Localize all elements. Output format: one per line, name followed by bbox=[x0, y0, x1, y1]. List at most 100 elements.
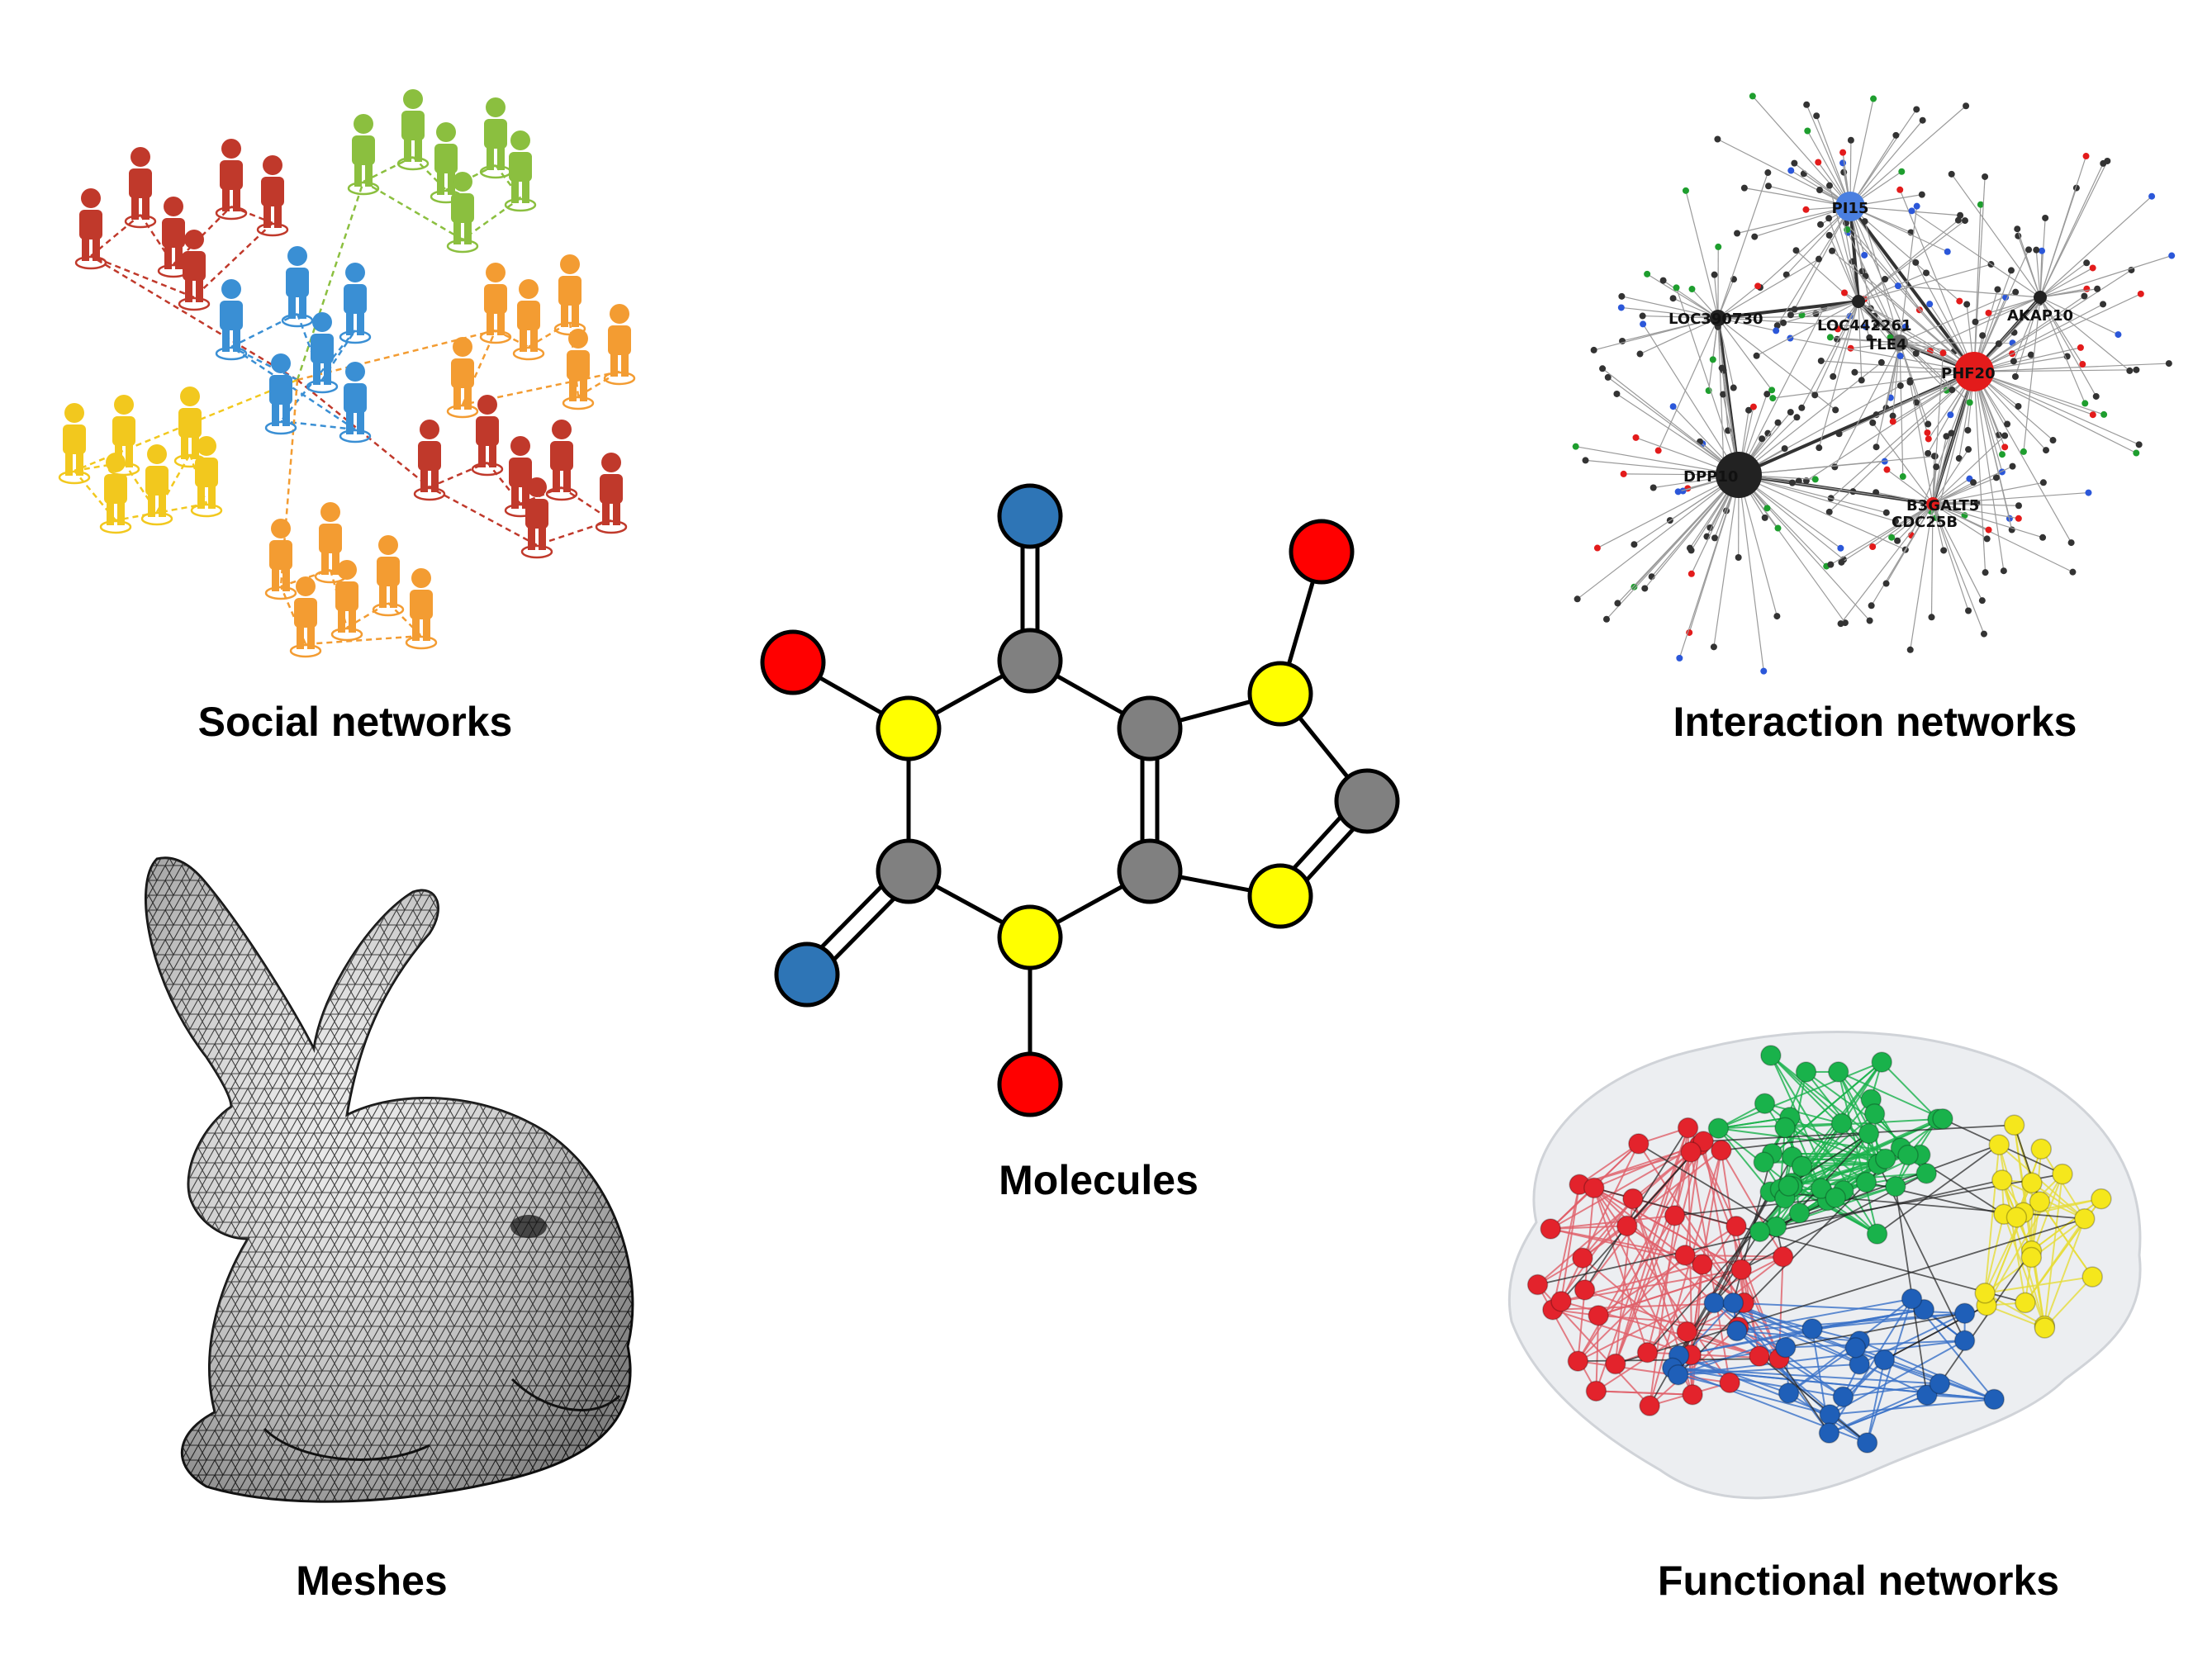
functional-edge bbox=[1678, 1308, 1925, 1357]
functional-edge bbox=[1828, 1298, 1913, 1434]
interaction-edge bbox=[1717, 172, 1768, 319]
brain-outline bbox=[1507, 1031, 2142, 1500]
social-link bbox=[230, 312, 298, 349]
interaction-edge bbox=[1806, 104, 1851, 207]
functional-node bbox=[1774, 1336, 1797, 1359]
interaction-node bbox=[1714, 135, 1721, 143]
interaction-node bbox=[1676, 654, 1683, 662]
interaction-edge bbox=[1644, 474, 1740, 589]
functional-node bbox=[2081, 1266, 2103, 1288]
interaction-node bbox=[1614, 600, 1621, 607]
interaction-node bbox=[1939, 349, 1947, 357]
interaction-node bbox=[2000, 567, 2007, 575]
interaction-node bbox=[1868, 602, 1875, 609]
interaction-edge bbox=[1899, 342, 1929, 434]
atom-nitrogen-top-right bbox=[1247, 661, 1313, 727]
interaction-edge bbox=[1782, 301, 1859, 324]
interaction-node bbox=[1811, 391, 1819, 399]
functional-node bbox=[1749, 1345, 1770, 1367]
interaction-node bbox=[1866, 334, 1873, 341]
interaction-node bbox=[1894, 537, 1901, 544]
interaction-node bbox=[1740, 184, 1748, 192]
interaction-node bbox=[1896, 353, 1904, 360]
functional-node bbox=[1855, 1171, 1877, 1193]
interaction-node bbox=[1711, 534, 1719, 542]
interaction-node bbox=[1751, 233, 1759, 240]
interaction-node bbox=[1780, 319, 1787, 326]
interaction-edge bbox=[1973, 371, 2139, 445]
atom-hydrogen-bottom bbox=[997, 1051, 1063, 1117]
interaction-edge bbox=[1717, 315, 1850, 319]
interaction-node bbox=[1765, 183, 1773, 190]
interaction-edge bbox=[1910, 503, 1934, 650]
person-icon bbox=[405, 568, 438, 650]
interaction-edge bbox=[1858, 301, 1906, 328]
interaction-edge bbox=[1577, 474, 1740, 600]
interaction-edge bbox=[1602, 368, 1740, 476]
functional-edge bbox=[1764, 1103, 1842, 1125]
interaction-node bbox=[1829, 247, 1836, 254]
hub-label: DPP10 bbox=[1683, 468, 1738, 486]
person-icon bbox=[330, 560, 363, 642]
functional-node bbox=[1974, 1283, 1996, 1304]
interaction-edge bbox=[1891, 503, 1934, 538]
interaction-node bbox=[1679, 487, 1687, 495]
interaction-edge bbox=[1738, 307, 1825, 476]
interaction-node bbox=[1889, 412, 1896, 420]
interaction-node bbox=[1834, 325, 1841, 333]
interaction-node bbox=[1925, 420, 1932, 428]
interaction-node bbox=[1924, 429, 1931, 436]
interaction-edge bbox=[1932, 481, 2044, 505]
functional-node bbox=[2074, 1208, 2096, 1230]
interaction-edge bbox=[1621, 296, 1719, 319]
interaction-node bbox=[1730, 384, 1737, 391]
functional-node bbox=[1722, 1292, 1744, 1314]
person-icon bbox=[545, 420, 578, 501]
interaction-edge bbox=[1801, 301, 1859, 409]
person-icon bbox=[347, 114, 380, 196]
person-icon bbox=[479, 97, 512, 179]
interaction-edge bbox=[1973, 176, 1986, 372]
functional-node bbox=[1583, 1177, 1605, 1199]
interaction-node bbox=[2165, 360, 2172, 368]
interaction-node bbox=[1718, 364, 1725, 372]
interaction-edge bbox=[1899, 206, 1918, 344]
interaction-edge bbox=[1738, 455, 1935, 476]
interaction-edge bbox=[1818, 301, 1859, 448]
interaction-node bbox=[1980, 630, 1987, 638]
functional-edge bbox=[1593, 1187, 1742, 1271]
interaction-node bbox=[1763, 391, 1771, 398]
functional-node bbox=[1844, 1337, 1867, 1359]
functional-edge bbox=[1881, 1061, 1939, 1120]
functional-edge bbox=[1614, 1215, 1676, 1364]
interaction-edge bbox=[1575, 446, 1740, 476]
interaction-edge bbox=[1932, 435, 2006, 505]
interaction-edge bbox=[1717, 258, 1820, 319]
functional-node bbox=[1915, 1163, 1937, 1184]
interaction-edge bbox=[1849, 206, 1872, 309]
functional-node bbox=[1605, 1353, 1626, 1375]
functional-node bbox=[1791, 1155, 1813, 1177]
interaction-edge bbox=[2039, 254, 2172, 298]
functional-node bbox=[2029, 1191, 2051, 1212]
functional-edge bbox=[1596, 1390, 1693, 1396]
social-link bbox=[429, 486, 538, 547]
interaction-node bbox=[1803, 101, 1811, 108]
interaction-node bbox=[1669, 295, 1677, 302]
interaction-node bbox=[1944, 248, 1951, 255]
interaction-node bbox=[1602, 615, 1610, 623]
interaction-node bbox=[1882, 509, 1890, 516]
interaction-edge bbox=[1849, 105, 1967, 207]
interaction-edge bbox=[2035, 249, 2041, 298]
interaction-node bbox=[1982, 173, 1989, 180]
functional-node bbox=[2091, 1188, 2112, 1210]
interaction-node bbox=[1760, 667, 1768, 675]
person-icon bbox=[140, 444, 173, 526]
functional-node bbox=[1788, 1202, 1811, 1224]
interaction-node bbox=[2094, 285, 2101, 292]
functional-edge bbox=[1837, 1071, 1879, 1164]
interaction-edge bbox=[1858, 263, 1991, 302]
interaction-node bbox=[1948, 170, 1955, 178]
social-networks-caption: Social networks bbox=[197, 699, 513, 745]
interaction-node bbox=[1839, 149, 1847, 156]
